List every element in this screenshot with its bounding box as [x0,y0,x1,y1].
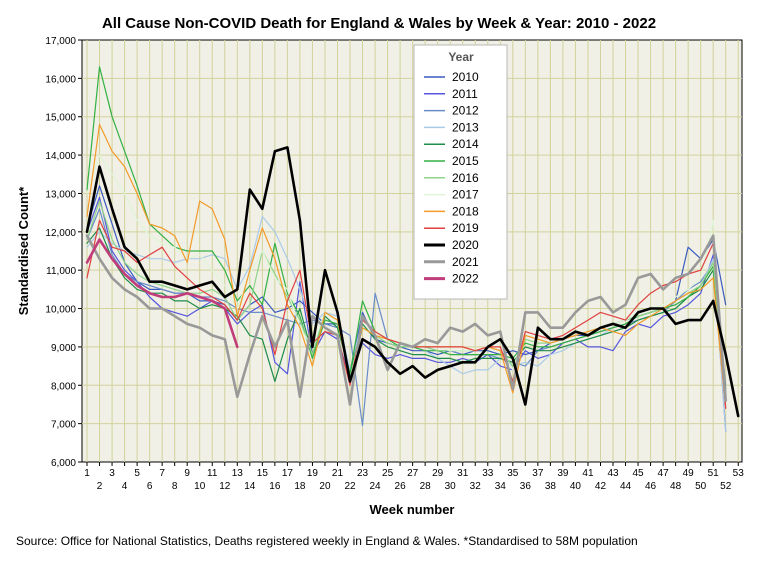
x-tick-label-11: 11 [207,468,218,479]
x-tick-label-32: 32 [470,481,482,492]
legend-title: Year [448,50,474,64]
x-tick-label-46: 46 [645,481,657,492]
gridlines [82,40,742,462]
x-tick-label-47: 47 [658,468,670,479]
legend-box [413,44,508,300]
y-tick-label-17000: 17,000 [45,36,76,47]
legend-label-2018: 2018 [452,204,479,218]
x-tick-label-5: 5 [134,468,140,479]
x-tick-label-6: 6 [147,481,153,492]
y-tick-label-12000: 12,000 [45,228,76,239]
y-tick-label-14000: 14,000 [45,151,76,162]
x-tick-label-40: 40 [570,481,582,492]
x-tick-label-43: 43 [607,468,619,479]
y-tick-label-10000: 10,000 [45,305,76,316]
x-tick-label-51: 51 [708,468,720,479]
x-tick-label-17: 17 [282,468,294,479]
source-note: Source: Office for National Statistics, … [16,534,638,548]
x-tick-label-20: 20 [319,481,331,492]
legend-label-2013: 2013 [452,120,479,134]
x-tick-label-22: 22 [344,481,356,492]
series-lines [85,66,740,432]
y-tick-label-6000: 6,000 [51,458,76,469]
x-tick-label-12: 12 [219,481,231,492]
x-tick-label-30: 30 [445,481,457,492]
legend-label-2020: 2020 [452,238,479,252]
x-tick-label-23: 23 [357,468,369,479]
x-tick-label-33: 33 [482,468,494,479]
y-tick-label-7000: 7,000 [51,420,76,431]
x-tick-label-7: 7 [159,468,165,479]
x-tick-label-26: 26 [395,481,407,492]
x-tick-label-13: 13 [232,468,244,479]
x-tick-label-39: 39 [557,468,569,479]
y-tick-label-16000: 16,000 [45,74,76,85]
x-tick-label-8: 8 [172,481,178,492]
x-axis-title: Week number [369,502,454,517]
y-tick-label-8000: 8,000 [51,381,76,392]
x-tick-label-1: 1 [84,468,90,479]
legend-label-2011: 2011 [452,87,478,101]
x-tick-label-45: 45 [632,468,644,479]
x-tick-label-4: 4 [122,481,128,492]
x-tick-label-50: 50 [695,481,707,492]
x-tick-label-15: 15 [257,468,269,479]
x-tick-label-2: 2 [97,481,103,492]
y-tick-label-15000: 15,000 [45,113,76,124]
x-tick-label-52: 52 [720,481,732,492]
x-tick-label-14: 14 [244,481,256,492]
y-axis-ticks: 6,000 7,000 8,000 9,000 10,000 11,000 12,000 13… [45,36,82,469]
x-tick-label-18: 18 [294,481,306,492]
legend-label-2022: 2022 [452,272,479,286]
x-tick-label-24: 24 [369,481,381,492]
legend-label-2017: 2017 [452,188,479,202]
plot-area [81,39,743,463]
x-tick-label-37: 37 [532,468,544,479]
series-line-2011 [86,196,727,432]
series-line-2014 [86,227,727,390]
x-tick-label-27: 27 [407,468,419,479]
x-tick-label-34: 34 [495,481,507,492]
series-line-2021 [85,234,727,406]
x-tick-label-19: 19 [307,468,319,479]
legend-label-2021: 2021 [452,255,479,269]
legend-label-2010: 2010 [452,70,479,84]
legend-label-2012: 2012 [452,104,479,118]
x-tick-label-38: 38 [545,481,557,492]
series-line-2020 [85,146,740,418]
x-tick-label-44: 44 [620,481,632,492]
x-tick-label-16: 16 [269,481,281,492]
legend-label-2015: 2015 [452,154,479,168]
chart-title: All Cause Non-COVID Death for England & … [102,15,656,32]
legend-label-2014: 2014 [452,137,479,151]
series-line-2022 [85,238,239,349]
x-tick-label-21: 21 [332,468,344,479]
x-axis-ticks: 1234567891011121314151617181920212223242… [84,462,744,492]
y-tick-label-13000: 13,000 [45,189,76,200]
x-tick-label-35: 35 [507,468,519,479]
legend: Year 2010 2011 2012 2013 2014 2015 2016 2017 201… [413,44,508,300]
x-tick-label-9: 9 [184,468,190,479]
x-tick-label-25: 25 [382,468,394,479]
x-tick-label-10: 10 [194,481,206,492]
x-tick-label-36: 36 [520,481,532,492]
x-tick-label-41: 41 [582,468,594,479]
x-tick-label-28: 28 [420,481,432,492]
x-tick-label-3: 3 [109,468,115,479]
x-tick-label-48: 48 [670,481,682,492]
legend-label-2019: 2019 [452,221,479,235]
legend-label-2016: 2016 [452,171,479,185]
y-axis-title: Standardised Count* [16,186,31,316]
x-tick-label-49: 49 [683,468,695,479]
x-tick-label-53: 53 [733,468,745,479]
y-tick-label-11000: 11,000 [46,266,76,277]
x-tick-label-31: 31 [457,468,469,479]
series-line-2017 [86,154,727,402]
x-tick-label-29: 29 [432,468,444,479]
y-tick-label-9000: 9,000 [51,343,76,354]
x-tick-label-42: 42 [595,481,607,492]
